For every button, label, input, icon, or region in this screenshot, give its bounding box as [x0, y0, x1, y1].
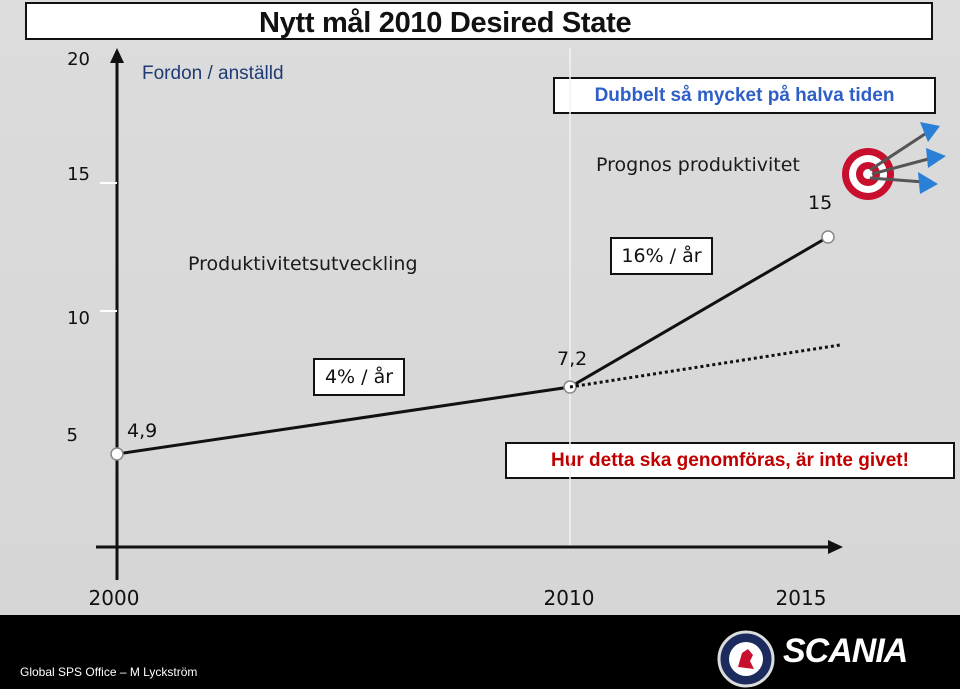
callout-top-text: Dubbelt så mycket på halva tiden	[594, 84, 895, 106]
callout-bottom: Hur detta ska genomföras, är inte givet!	[505, 442, 955, 479]
y-tick-label: 15	[67, 164, 90, 185]
scania-griffin-icon	[717, 630, 775, 688]
x-tick-label: 2015	[775, 586, 827, 610]
slide: Nytt mål 2010 Desired State Fordon / ans…	[0, 0, 960, 615]
brand-wordmark: SCANIA	[783, 632, 908, 670]
target-dart-icon	[842, 122, 946, 200]
data-point	[110, 447, 124, 461]
trend-line-dotted	[569, 343, 841, 389]
rate-low-box: 4% / år	[313, 358, 405, 396]
y-axis-unit-label: Fordon / anställd	[142, 63, 284, 84]
chart-area	[96, 48, 946, 580]
footer: Global SPS Office – M Lyckström SCANIA	[0, 615, 960, 689]
slide-title: Nytt mål 2010 Desired State	[259, 7, 632, 39]
x-axis-arrow-icon	[828, 540, 843, 554]
y-tick-label: 10	[67, 308, 90, 329]
y-axis-arrow-icon	[110, 48, 124, 63]
data-point	[821, 230, 835, 244]
rate-high-text: 16% / år	[621, 245, 702, 267]
series-line	[116, 235, 829, 456]
development-label: Produktivitetsutveckling	[188, 253, 418, 275]
x-tick-label: 2010	[543, 586, 595, 610]
footer-credit: Global SPS Office – M Lyckström	[20, 665, 198, 679]
x-tick-label: 2000	[88, 586, 140, 610]
data-label: 7,2	[557, 348, 588, 370]
callout-top: Dubbelt så mycket på halva tiden	[553, 77, 936, 114]
y-tick-label: 5	[66, 425, 78, 446]
forecast-label: Prognos produktivitet	[596, 154, 800, 176]
data-label: 4,9	[127, 420, 158, 442]
title-box: Nytt mål 2010 Desired State	[25, 2, 933, 40]
y-tick-label: 20	[67, 49, 90, 70]
rate-high-box: 16% / år	[610, 237, 713, 275]
callout-bottom-text: Hur detta ska genomföras, är inte givet!	[551, 449, 909, 471]
rate-low-text: 4% / år	[324, 366, 394, 388]
data-label: 15	[808, 192, 833, 214]
